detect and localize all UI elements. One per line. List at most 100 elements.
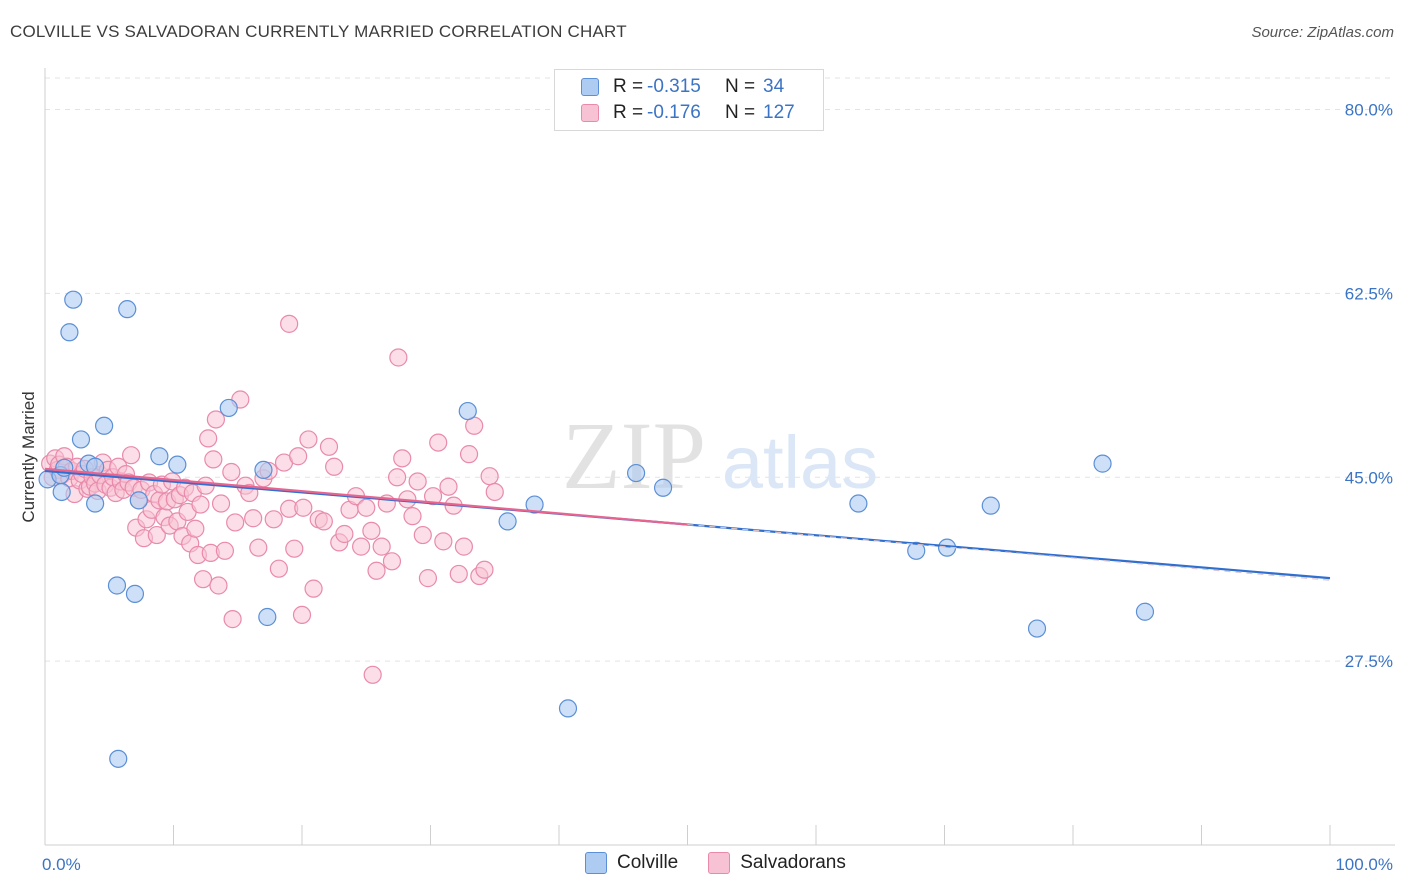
colville-point [907, 541, 926, 560]
legend-n-label: N = [725, 102, 756, 123]
salvadoran-point [209, 576, 228, 595]
salvadoran-point [223, 610, 242, 629]
salvadoran-point [393, 449, 412, 468]
y-tick-label: 80.0% [1345, 101, 1393, 120]
series-legend: Colville Salvadorans [585, 852, 876, 874]
salvadoran-point [222, 462, 241, 482]
salvadoran-point [387, 468, 407, 487]
salvadoran-point [121, 446, 141, 465]
colville-points [38, 290, 1155, 768]
legend-row-colville: R = -0.315 N = 34 [581, 74, 784, 100]
colville-point [558, 699, 578, 718]
salvadoran-point [280, 314, 299, 333]
salvadoran-swatch [708, 852, 731, 874]
colville-point [981, 496, 1000, 515]
colville-point [107, 576, 127, 595]
salvadoran-point [439, 477, 458, 496]
salvadoran-point [335, 524, 354, 544]
salvadoran-point [434, 532, 453, 551]
salvadoran-point [191, 495, 210, 514]
salvadoran-point [269, 559, 288, 578]
salvadoran-point [319, 437, 339, 456]
salvadoran-point [206, 410, 226, 429]
legend-item-salvadorans[interactable]: Salvadorans [708, 852, 846, 874]
colville-point [653, 478, 673, 497]
grid-lines [45, 77, 1395, 662]
source-label: Source: ZipAtlas.com [1251, 24, 1394, 41]
watermark-atlas: atlas [722, 421, 878, 504]
salvadoran-point [480, 467, 499, 486]
colville-point [626, 463, 646, 483]
legend-n-value: 34 [763, 76, 785, 97]
correlation-legend: R = -0.315 N = 34 R = -0.176 N = 127 [554, 69, 824, 131]
salvadoran-point [362, 521, 381, 540]
salvadoran-point [244, 509, 263, 528]
salvadoran-point [285, 539, 304, 558]
salvadoran-point [475, 560, 494, 579]
colville-point [1093, 454, 1112, 473]
legend-r-label: R = [613, 102, 644, 123]
y-tick-label: 45.0% [1345, 468, 1393, 487]
colville-swatch [585, 852, 607, 874]
salvadoran-point [367, 561, 386, 580]
salvadoran-point [408, 472, 427, 491]
x-tick-label: 0.0% [42, 855, 81, 874]
colville-point [168, 455, 187, 474]
salvadoran-point [204, 450, 223, 469]
trend-lines [44, 467, 1331, 581]
salvadoran-point [418, 569, 438, 588]
salvadoran-trend-extension [687, 523, 1331, 581]
legend-item-colville[interactable]: Colville [585, 852, 678, 874]
salvadoran-point [299, 430, 318, 449]
watermark-zip: ZIP [562, 402, 706, 509]
colville-swatch [581, 78, 599, 96]
salvadoran-point [292, 605, 312, 625]
colville-point [129, 491, 148, 510]
salvadoran-point [294, 498, 313, 517]
salvadoran-point [485, 482, 504, 502]
colville-point [258, 607, 277, 627]
watermark: ZIP atlas [562, 402, 878, 509]
salvadoran-point [459, 445, 479, 464]
salvadoran-points [41, 314, 504, 684]
axes [44, 68, 1395, 846]
legend-n-label: N = [725, 76, 756, 97]
colville-point [150, 447, 169, 466]
legend-r-value: -0.315 [647, 76, 701, 97]
x-tick-label: 100.0% [1335, 855, 1393, 874]
legend-row-salvadorans: R = -0.176 N = 127 [581, 100, 795, 126]
salvadoran-point [211, 494, 231, 513]
legend-r-label: R = [613, 76, 644, 97]
y-tick-label: 27.5% [1345, 652, 1393, 671]
colville-point [125, 584, 145, 603]
salvadoran-point [429, 433, 448, 452]
salvadoran-point [226, 513, 245, 532]
colville-point [118, 300, 137, 319]
legend-r-value: -0.176 [647, 102, 701, 123]
colville-point [86, 494, 105, 513]
salvadoran-point [304, 579, 323, 598]
salvadoran-point [382, 552, 402, 571]
colville-point [498, 512, 517, 531]
salvadoran-point [449, 564, 468, 584]
colville-point [849, 494, 868, 513]
legend-salvadorans-label: Salvadorans [740, 852, 846, 873]
colville-point [95, 416, 114, 435]
salvadoran-point [199, 429, 218, 448]
salvadoran-point [215, 541, 234, 560]
salvadoran-point [403, 507, 422, 526]
colville-point [254, 460, 273, 480]
colville-point [525, 495, 544, 514]
colville-point [458, 401, 477, 421]
legend-colville-label: Colville [617, 852, 679, 873]
colville-point [219, 398, 238, 418]
colville-point [109, 749, 128, 768]
salvadoran-point [372, 537, 391, 556]
salvadoran-point [289, 447, 308, 466]
salvadoran-point [249, 538, 268, 557]
salvadoran-point [357, 498, 376, 517]
salvadoran-trend-line [44, 467, 688, 526]
salvadoran-point [363, 665, 382, 684]
salvadoran-point [325, 457, 344, 476]
colville-point [60, 323, 79, 342]
